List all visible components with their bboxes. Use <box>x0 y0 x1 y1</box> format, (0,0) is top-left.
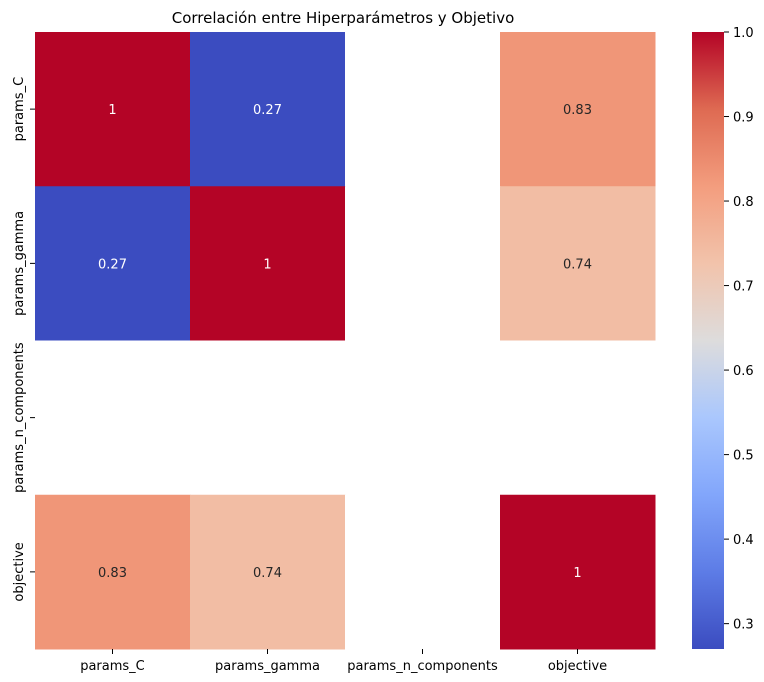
colorbar-tick-label: 0.6 <box>733 364 754 379</box>
colorbar-tick-label: 0.5 <box>733 449 754 464</box>
colorbar-tick-label: 0.4 <box>733 533 754 548</box>
heatmap-cell <box>35 32 191 187</box>
heatmap-cell <box>500 494 656 650</box>
cell-annotation: 0.83 <box>563 103 592 118</box>
x-tick-label: params_C <box>80 659 145 674</box>
cell-annotation: 1 <box>263 257 271 272</box>
heatmap-cells <box>35 32 656 650</box>
heatmap-cell <box>500 32 656 187</box>
colorbar: 0.3 0.4 0.5 0.6 0.7 0.8 0.9 1.0 <box>692 26 754 649</box>
x-tick-label: params_n_components <box>347 659 498 674</box>
y-tick-label: objective <box>12 542 27 601</box>
cell-annotation: 0.74 <box>563 257 592 272</box>
y-tick-label: params_n_components <box>12 342 27 493</box>
cell-annotation: 0.27 <box>98 257 127 272</box>
cell-annotation: 1 <box>108 103 116 118</box>
cell-annotation: 1 <box>573 566 581 581</box>
y-axis: params_C params_gamma params_n_componentso… <box>12 77 35 602</box>
colorbar-gradient <box>692 32 724 649</box>
y-tick-label: params_gamma <box>12 211 27 316</box>
heatmap-cell-empty <box>190 340 346 496</box>
cell-annotation: 0.74 <box>253 566 282 581</box>
colorbar-ticks: 0.3 0.4 0.5 0.6 0.7 0.8 0.9 1.0 <box>724 26 754 633</box>
x-tick-label: objective <box>548 659 607 674</box>
heatmap-cell <box>35 494 191 650</box>
heatmap-cell <box>35 186 191 341</box>
chart-title: Correlación entre Hiperparámetros y Obje… <box>172 9 515 27</box>
heatmap-cell-empty <box>345 494 501 650</box>
heatmap-cell-empty <box>345 340 501 496</box>
cell-annotation: 0.27 <box>253 103 282 118</box>
heatmap-cell <box>190 494 346 650</box>
colorbar-tick-label: 0.9 <box>733 111 754 126</box>
heatmap-cell-empty <box>500 340 656 496</box>
x-axis: params_C params_gamma params_n_components o… <box>80 649 607 674</box>
colorbar-tick-label: 0.7 <box>733 280 754 295</box>
colorbar-tick-label: 0.3 <box>733 618 754 633</box>
x-tick-label: params_gamma <box>215 659 320 674</box>
heatmap-cell <box>190 186 346 341</box>
colorbar-tick-label: 1.0 <box>733 26 754 41</box>
cell-annotation: 0.83 <box>98 566 127 581</box>
heatmap-cell-empty <box>345 32 501 187</box>
heatmap-cell <box>190 32 346 187</box>
heatmap-cell <box>500 186 656 341</box>
heatmap-cell-empty <box>35 340 191 496</box>
heatmap-annotations: 1 0.27 0.83 0.27 1 0.74 0.83 0.74 1 <box>98 103 592 581</box>
colorbar-tick-label: 0.8 <box>733 195 754 210</box>
heatmap-cell-empty <box>345 186 501 341</box>
y-tick-label: params_C <box>12 77 27 142</box>
